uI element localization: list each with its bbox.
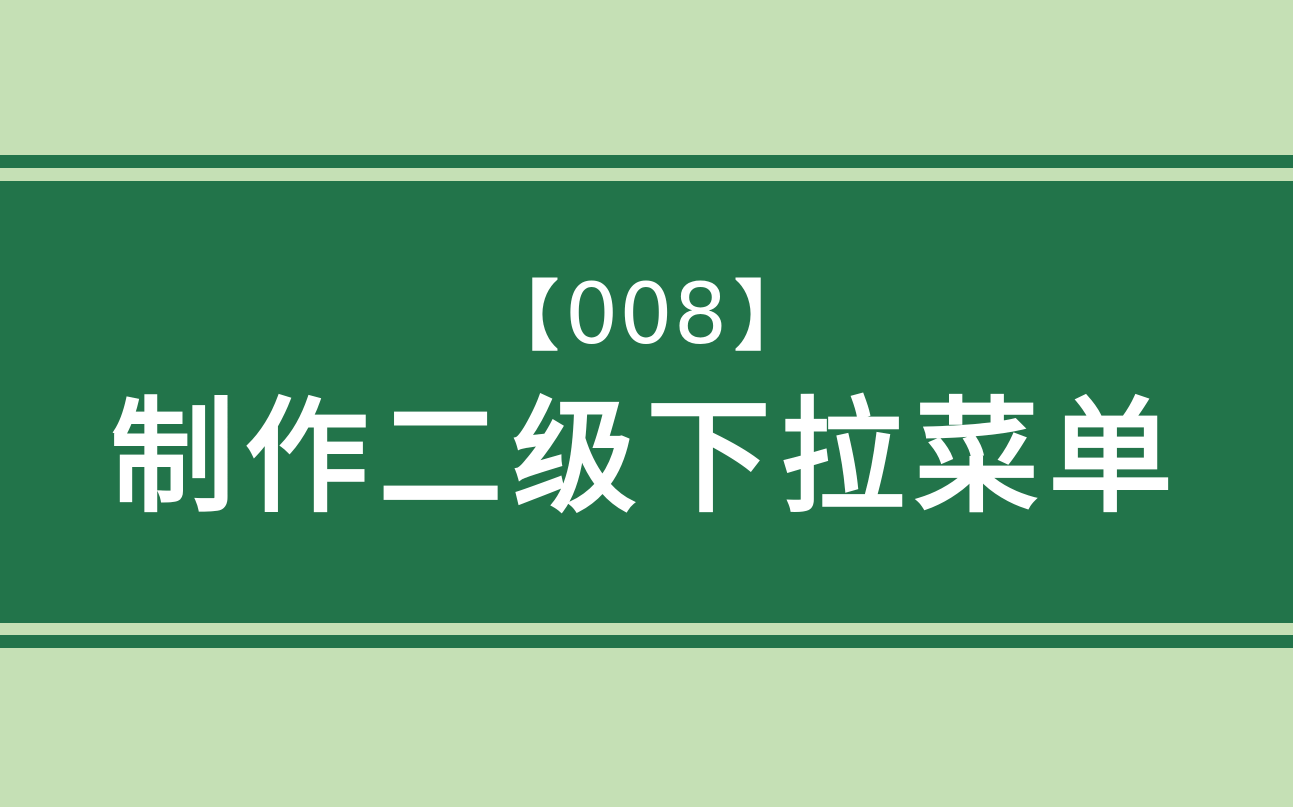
bracket-open: 【	[482, 272, 559, 361]
top-accent-stripe	[0, 155, 1293, 168]
main-title: 制作二级下拉菜单	[110, 386, 1183, 530]
bracket-close: 】	[734, 272, 811, 361]
bottom-accent-stripe	[0, 635, 1293, 648]
episode-label: 【008】	[0, 269, 1293, 361]
episode-number: 008	[564, 265, 729, 363]
title-block: 【008】 制作二级下拉菜单	[0, 181, 1293, 623]
title-band	[0, 181, 1293, 623]
